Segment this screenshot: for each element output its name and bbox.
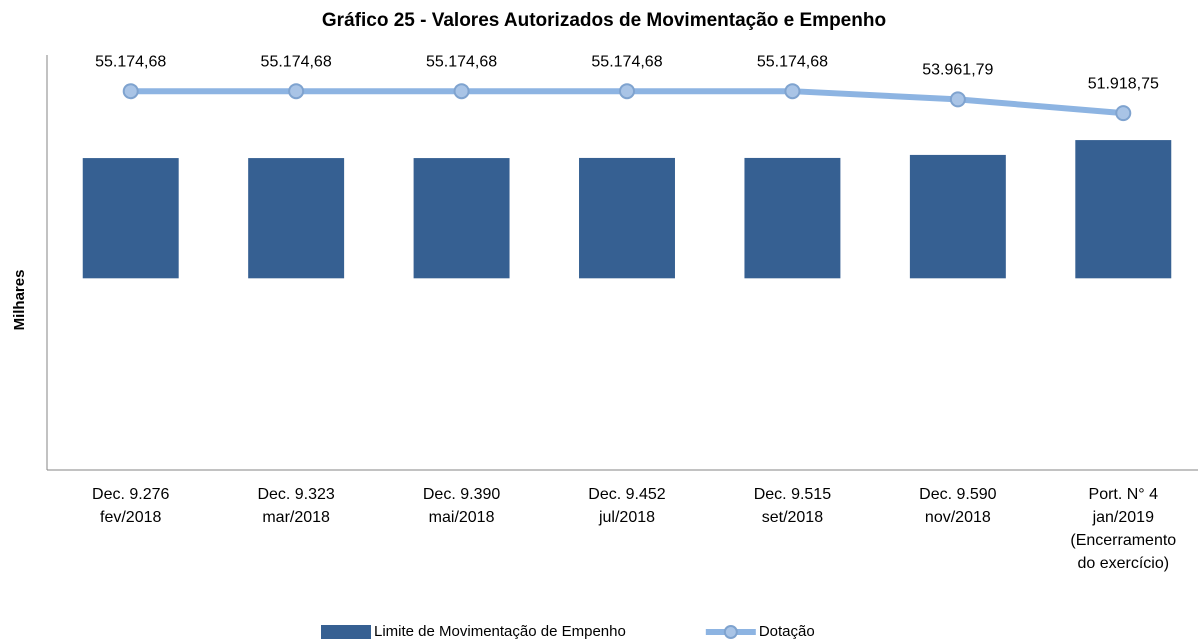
x-tick-label: Port. N° 4 jan/2019 (Encerramento do exercí…	[1070, 486, 1176, 572]
legend-label: Dotação	[759, 623, 815, 640]
line-marker	[784, 83, 801, 100]
bar-value-label: 45.215,28	[589, 305, 665, 324]
x-tick-label: Dec. 9.323 mar/2018	[257, 486, 334, 526]
line-marker	[288, 83, 305, 100]
bar	[413, 158, 510, 279]
line-value-label: 55.174,68	[757, 53, 828, 70]
bar-value-label: 45.161.82	[93, 305, 169, 324]
line-marker	[1115, 105, 1132, 122]
x-tick-label: Dec. 9.390 mai/2018	[423, 486, 500, 526]
legend-swatch-marker	[723, 625, 738, 639]
bar	[909, 154, 1006, 279]
line-value-label: 51.918,75	[1088, 75, 1159, 92]
line-marker	[122, 83, 139, 100]
x-tick-label: Dec. 9.452 jul/2018	[588, 486, 665, 526]
bar-value-label: 45.161.82	[424, 305, 500, 324]
line-marker	[949, 91, 966, 108]
bar	[744, 157, 841, 279]
bar-value-label: 51.918,75	[1085, 305, 1161, 324]
bar-value-label: 45.215,28	[755, 305, 831, 324]
legend-label: Limite de Movimentação de Empenho	[374, 623, 626, 640]
x-tick-label: Dec. 9.590 nov/2018	[919, 486, 996, 526]
chart-title: Gráfico 25 - Valores Autorizados de Movi…	[322, 10, 886, 31]
line-value-label: 55.174,68	[95, 53, 166, 70]
x-tick-label: Dec. 9.276 fev/2018	[92, 486, 169, 526]
x-tick-label: Dec. 9.515 set/2018	[754, 486, 831, 526]
line-marker	[453, 83, 470, 100]
bar	[82, 158, 179, 279]
line-marker	[619, 83, 635, 100]
y-axis-title: Milhares	[11, 270, 28, 331]
bar-value-label: 45.161,82	[258, 305, 334, 324]
line-value-label: 55.174,68	[591, 53, 662, 70]
line-value-label: 55.174,68	[261, 53, 332, 70]
bar	[1075, 140, 1172, 279]
line-value-label: 53.961,79	[922, 62, 993, 79]
line-value-label: 55.174,68	[426, 53, 497, 70]
bar-value-label: 46.349,05	[920, 305, 996, 324]
legend-swatch	[321, 625, 371, 639]
bar	[579, 157, 675, 279]
bar	[248, 158, 345, 279]
